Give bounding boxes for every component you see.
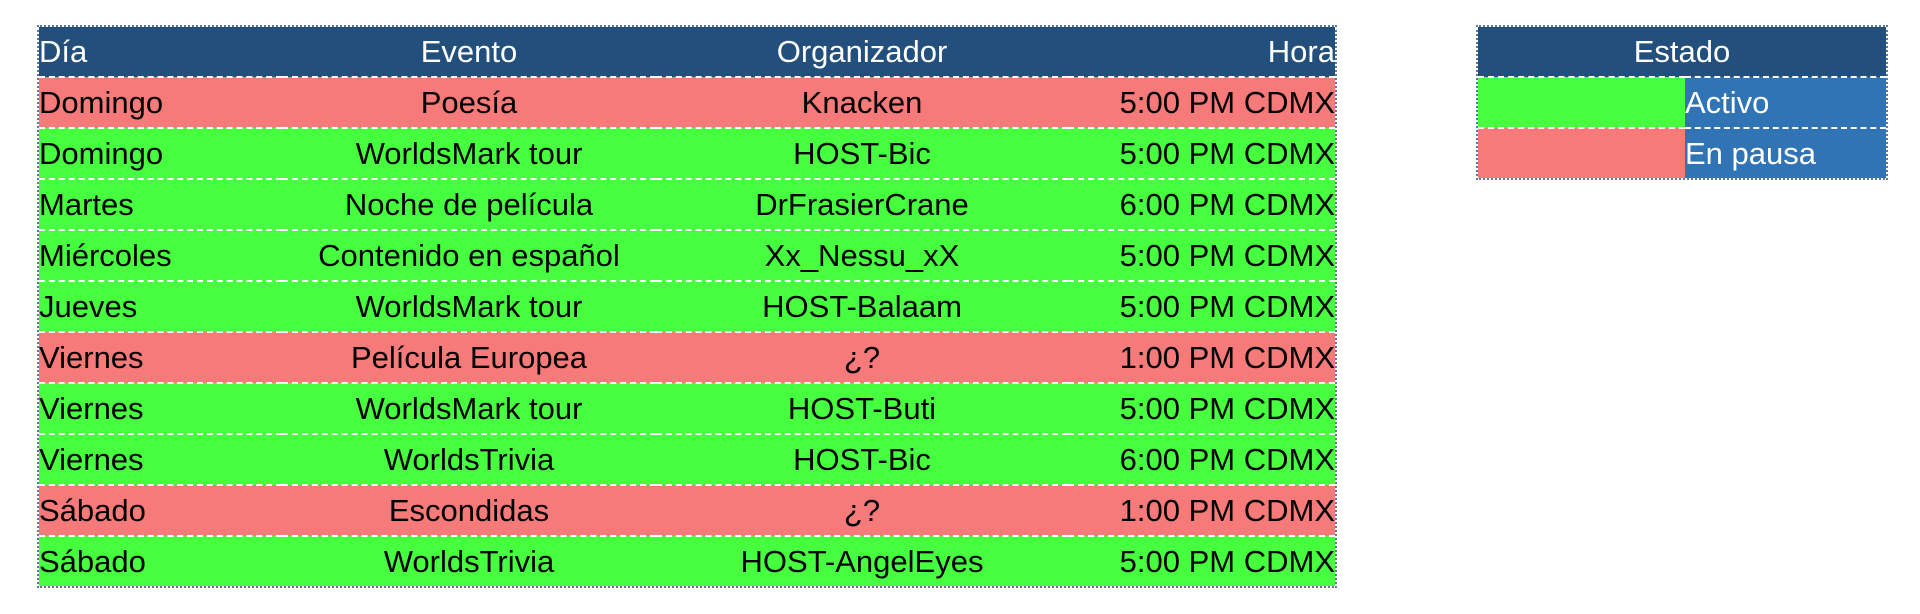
cell-hora: 5:00 PM CDMX xyxy=(1068,382,1335,434)
cell-organizador: Xx_Nessu_xX xyxy=(656,229,1068,281)
table-row: Sábado WorldsTrivia HOST-AngelEyes 5:00 PM … xyxy=(39,535,1335,586)
cell-evento: WorldsTrivia xyxy=(282,433,656,485)
legend-label: Activo xyxy=(1685,76,1886,128)
schedule-table: Día Evento Organizador Hora Domingo Poesí… xyxy=(37,25,1337,588)
table-row: Domingo WorldsMark tour HOST-Bic 5:00 PM CD… xyxy=(39,127,1335,179)
cell-dia: Domingo xyxy=(39,76,282,128)
cell-organizador: HOST-Balaam xyxy=(656,280,1068,332)
cell-evento: WorldsTrivia xyxy=(282,535,656,586)
cell-hora: 1:00 PM CDMX xyxy=(1068,484,1335,536)
legend-label: En pausa xyxy=(1685,127,1886,178)
cell-hora: 5:00 PM CDMX xyxy=(1068,280,1335,332)
legend-item: En pausa xyxy=(1478,127,1886,178)
table-row: Viernes WorldsMark tour HOST-Buti 5:00 PM C… xyxy=(39,382,1335,434)
cell-organizador: Knacken xyxy=(656,76,1068,128)
table-row: Viernes WorldsTrivia HOST-Bic 6:00 PM CDMX xyxy=(39,433,1335,485)
table-row: Jueves WorldsMark tour HOST-Balaam 5:00 PM … xyxy=(39,280,1335,332)
cell-evento: Contenido en español xyxy=(282,229,656,281)
header-dia: Día xyxy=(39,27,282,77)
table-row: Martes Noche de película DrFrasierCrane 6:0… xyxy=(39,178,1335,230)
header-evento: Evento xyxy=(282,27,656,77)
table-row: Domingo Poesía Knacken 5:00 PM CDMX xyxy=(39,76,1335,128)
cell-dia: Viernes xyxy=(39,382,282,434)
cell-dia: Miércoles xyxy=(39,229,282,281)
cell-hora: 1:00 PM CDMX xyxy=(1068,331,1335,383)
header-hora: Hora xyxy=(1068,27,1335,77)
table-row: Viernes Película Europea ¿? 1:00 PM CDMX xyxy=(39,331,1335,383)
table-row: Miércoles Contenido en español Xx_Nessu_xX… xyxy=(39,229,1335,281)
cell-organizador: ¿? xyxy=(656,484,1068,536)
cell-dia: Domingo xyxy=(39,127,282,179)
cell-evento: WorldsMark tour xyxy=(282,382,656,434)
header-organizador: Organizador xyxy=(656,27,1068,77)
cell-organizador: HOST-Bic xyxy=(656,433,1068,485)
cell-dia: Sábado xyxy=(39,484,282,536)
cell-dia: Martes xyxy=(39,178,282,230)
cell-hora: 6:00 PM CDMX xyxy=(1068,178,1335,230)
legend-item: Activo xyxy=(1478,76,1886,128)
schedule-header-row: Día Evento Organizador Hora xyxy=(39,27,1335,77)
cell-evento: WorldsMark tour xyxy=(282,127,656,179)
cell-evento: Poesía xyxy=(282,76,656,128)
cell-evento: Escondidas xyxy=(282,484,656,536)
cell-hora: 5:00 PM CDMX xyxy=(1068,535,1335,586)
cell-dia: Sábado xyxy=(39,535,282,586)
legend-swatch xyxy=(1478,127,1685,178)
legend-title: Estado xyxy=(1478,27,1886,77)
cell-hora: 5:00 PM CDMX xyxy=(1068,127,1335,179)
cell-organizador: HOST-AngelEyes xyxy=(656,535,1068,586)
cell-dia: Viernes xyxy=(39,331,282,383)
cell-organizador: HOST-Buti xyxy=(656,382,1068,434)
cell-evento: Noche de película xyxy=(282,178,656,230)
table-row: Sábado Escondidas ¿? 1:00 PM CDMX xyxy=(39,484,1335,536)
cell-evento: WorldsMark tour xyxy=(282,280,656,332)
cell-hora: 5:00 PM CDMX xyxy=(1068,229,1335,281)
cell-organizador: DrFrasierCrane xyxy=(656,178,1068,230)
cell-hora: 6:00 PM CDMX xyxy=(1068,433,1335,485)
cell-organizador: ¿? xyxy=(656,331,1068,383)
cell-hora: 5:00 PM CDMX xyxy=(1068,76,1335,128)
cell-dia: Jueves xyxy=(39,280,282,332)
cell-organizador: HOST-Bic xyxy=(656,127,1068,179)
cell-dia: Viernes xyxy=(39,433,282,485)
status-legend-table: Estado Activo En pausa xyxy=(1476,25,1888,180)
legend-swatch xyxy=(1478,76,1685,128)
cell-evento: Película Europea xyxy=(282,331,656,383)
